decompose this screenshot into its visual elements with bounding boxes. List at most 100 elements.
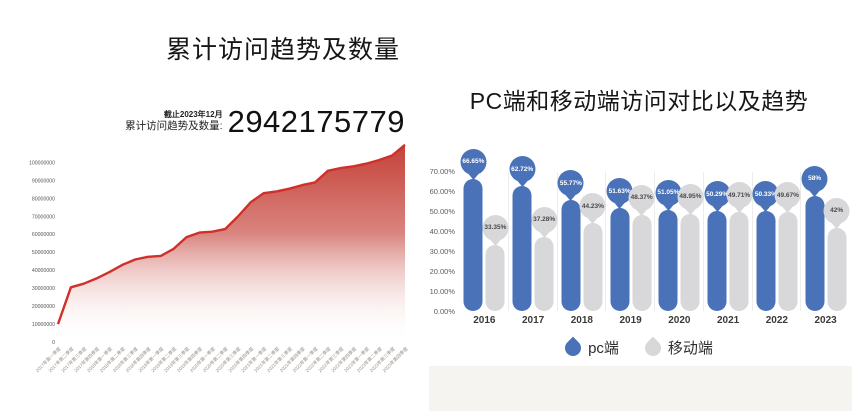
pc端-bar (610, 208, 630, 311)
right-chart-x-axis: 2016 2017 2018 2019 2020 2021 2022 2023 (460, 315, 850, 326)
left-y-tick-label: 10000000 (32, 322, 55, 328)
bar-group-2020: 51.05% 48.95% (655, 150, 704, 311)
pc端-bar (707, 211, 727, 311)
移动端-bar (583, 223, 603, 311)
pc-mobile-panel: PC端和移动端访问对比以及趋势 70.00% 60.00% 50.00% 40.00%… (426, 0, 852, 411)
right-chart-plot: 66.65% 33.35% 62.72% 37.28% 55.77% 44.23% 51.6… (460, 148, 850, 311)
legend-item-移动端: 移动端 (641, 336, 713, 359)
移动端-balloon-tail (831, 222, 842, 229)
移动端-value-label: 49.67% (776, 191, 799, 199)
bar-pair: 50.33% 49.67% (752, 150, 801, 311)
left-y-tick-label: 20000000 (32, 304, 55, 310)
移动端-bar (778, 212, 798, 311)
pc端-value-label: 51.05% (657, 189, 680, 197)
pc端-value-label: 51.63% (608, 187, 631, 195)
right-x-tick-label: 2023 (814, 315, 837, 326)
pc端-column-2018: 55.77% (557, 150, 584, 311)
pc端-column-2019: 51.63% (606, 150, 633, 311)
pc端-bar (561, 200, 581, 311)
移动端-bar (827, 227, 847, 311)
移动端-column-2016: 33.35% (482, 150, 509, 311)
pc端-value-label: 62.72% (511, 165, 534, 173)
pc端-value-balloon: 51.05% (655, 179, 682, 206)
left-y-tick-label: 50000000 (32, 250, 55, 256)
移动端-value-balloon: 33.35% (482, 214, 509, 241)
bar-group-2017: 62.72% 37.28% (509, 150, 558, 311)
pc端-column-2017: 62.72% (509, 150, 536, 311)
pc端-column-2022: 50.33% (752, 150, 779, 311)
bar-pair: 50.29% 49.71% (704, 150, 753, 311)
pc端-balloon-tail (712, 206, 723, 213)
right-chart-legend: pc端 移动端 (426, 336, 852, 359)
pc端-bar (805, 195, 825, 311)
cumulative-visits-panel: 累计访问趋势及数量 截止2023年12月 累计访问趋势及数量: 29421757… (29, 36, 410, 374)
right-y-tick-label: 70.00% (429, 167, 455, 177)
right-chart-y-axis: 70.00% 60.00% 50.00% 40.00% 30.00% 20.00% 10.0… (426, 0, 455, 340)
移动端-column-2023: 42% (823, 150, 850, 311)
移动端-value-balloon: 48.95% (677, 183, 704, 210)
pc端-value-balloon: 50.33% (752, 181, 779, 208)
pc端-column-2021: 50.29% (704, 150, 731, 311)
移动端-value-balloon: 44.23% (579, 193, 606, 220)
移动端-value-label: 48.95% (679, 193, 702, 201)
area-fill (58, 144, 405, 342)
area-series-line (56, 143, 406, 325)
pc端-column-2023: 58% (801, 150, 828, 311)
pc端-value-balloon: 62.72% (509, 156, 536, 183)
bar-group-2016: 66.65% 33.35% (460, 148, 509, 311)
bar-pair: 51.63% 48.37% (606, 150, 655, 311)
移动端-value-label: 33.35% (484, 224, 507, 232)
right-chart-title: PC端和移动端访问对比以及趋势 (469, 88, 809, 114)
right-y-tick-label: 20.00% (429, 266, 455, 276)
legend-label: pc端 (588, 340, 619, 357)
移动端-balloon-tail (685, 208, 696, 215)
left-y-tick-label: 0 (52, 340, 55, 346)
legend-item-pc端: pc端 (561, 336, 619, 359)
legend-label: 移动端 (667, 340, 713, 357)
pc端-bar (658, 209, 678, 311)
pc端-value-label: 58% (808, 175, 822, 183)
移动端-value-balloon: 49.67% (774, 182, 801, 209)
pc端-bar (512, 186, 532, 311)
stat-asof-date: 截止2023年12月 (163, 110, 223, 119)
移动端-balloon-tail (587, 218, 598, 225)
bar-group-2019: 51.63% 48.37% (606, 150, 655, 311)
bar-pair: 51.05% 48.95% (655, 150, 704, 311)
移动端-balloon-tail (636, 209, 647, 216)
pc端-value-balloon: 50.29% (704, 181, 731, 208)
stat-label: 累计访问趋势及数量: (125, 120, 223, 132)
right-y-tick-label: 0.00% (433, 306, 455, 316)
移动端-value-balloon: 37.28% (531, 206, 558, 233)
移动端-value-label: 42% (830, 207, 844, 215)
移动端-value-label: 48.37% (630, 194, 653, 202)
cumulative-area-chart: 1000000009000000080000000700000006000000… (29, 143, 410, 374)
pc端-column-2020: 51.05% (655, 150, 682, 311)
移动端-column-2018: 44.23% (579, 150, 606, 311)
移动端-value-balloon: 48.37% (628, 184, 655, 211)
pc端-value-label: 66.65% (462, 158, 485, 166)
group-separator (605, 172, 607, 311)
移动端-bar (485, 244, 505, 311)
left-y-tick-label: 40000000 (32, 268, 55, 274)
left-y-tick-label: 90000000 (32, 178, 55, 184)
left-y-tick-label: 100000000 (29, 161, 55, 167)
移动端-value-label: 49.71% (728, 191, 751, 199)
移动端-column-2021: 49.71% (726, 150, 753, 311)
left-y-tick-label: 30000000 (32, 286, 55, 292)
移动端-balloon-tail (734, 207, 745, 214)
pc端-column-2016: 66.65% (460, 148, 487, 311)
bar-group-2021: 50.29% 49.71% (704, 150, 753, 311)
group-separator (702, 172, 704, 311)
group-separator (507, 172, 509, 311)
移动端-value-label: 44.23% (581, 202, 604, 210)
移动端-bar (680, 213, 700, 311)
pc端-value-label: 50.33% (754, 190, 777, 198)
bar-group-2022: 50.33% 49.67% (752, 150, 802, 311)
background-strip (429, 366, 852, 411)
pc端-value-label: 55.77% (559, 179, 582, 187)
移动端-bar (729, 212, 749, 311)
group-separator (751, 172, 753, 311)
pc端-value-balloon: 51.63% (606, 178, 633, 205)
group-separator (800, 172, 802, 311)
